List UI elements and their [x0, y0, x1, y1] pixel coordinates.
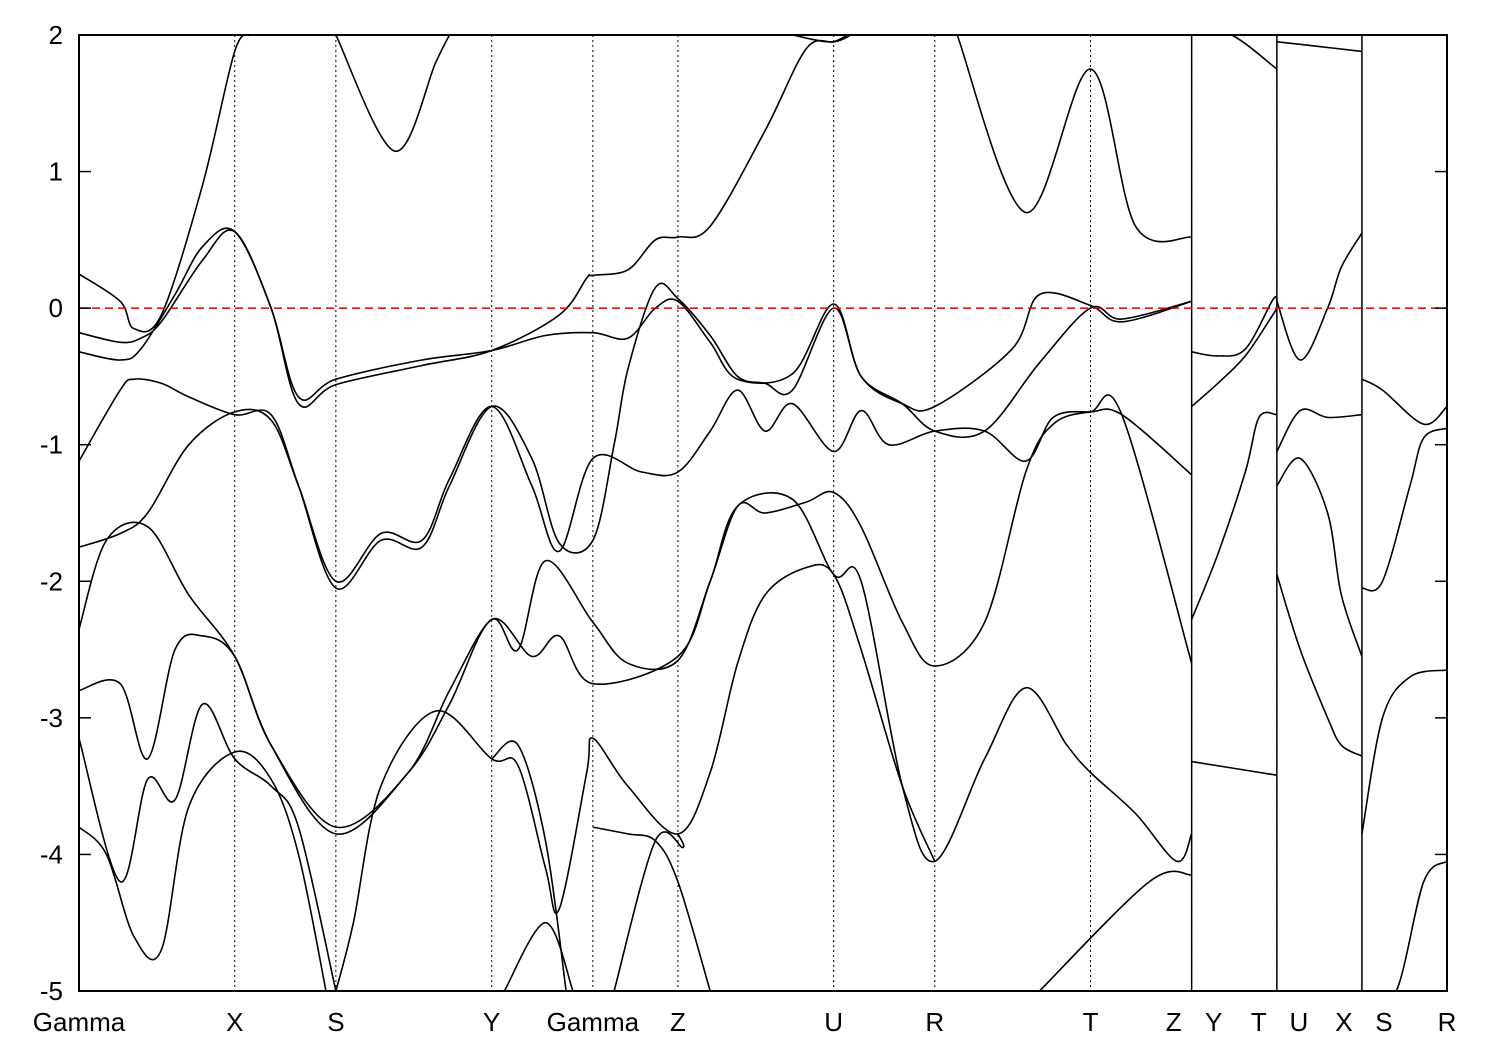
y-tick-label: 1 — [49, 157, 63, 187]
band-line-25 — [1276, 408, 1362, 452]
x-tick-label: Y — [483, 1007, 500, 1037]
band-line-21 — [1190, 411, 1278, 620]
y-tick-label: 2 — [49, 20, 63, 50]
y-tick-label: -1 — [40, 430, 63, 460]
band-line-13 — [592, 826, 711, 991]
band-line-24 — [1276, 232, 1363, 361]
band-line-1 — [79, 35, 252, 333]
band-line-16 — [792, 35, 853, 43]
band-line-11 — [491, 740, 567, 991]
x-tick-label: Z — [670, 1007, 686, 1037]
x-tick-label: Z — [1166, 1007, 1182, 1037]
band-line-3 — [79, 35, 848, 408]
x-tick-label: X — [226, 1007, 243, 1037]
y-tick-label: 0 — [49, 293, 63, 323]
x-tick-label: U — [824, 1007, 843, 1037]
x-tick-label: U — [1289, 1007, 1308, 1037]
y-tick-label: -4 — [40, 839, 63, 869]
x-tick-label: X — [1335, 1007, 1352, 1037]
x-tick-label: T — [1251, 1007, 1267, 1037]
band-line-5 — [79, 389, 1193, 583]
x-tick-label: Gamma — [547, 1007, 640, 1037]
band-lines — [79, 35, 1447, 991]
band-line-23 — [1229, 35, 1278, 70]
x-tick-label: T — [1083, 1007, 1099, 1037]
band-line-31 — [1361, 669, 1447, 835]
band-line-19 — [1191, 295, 1278, 357]
band-line-17 — [956, 35, 1192, 243]
band-line-20 — [1191, 307, 1278, 408]
band-line-12 — [503, 921, 574, 991]
band-line-22 — [1191, 760, 1278, 776]
y-tick-label: -2 — [40, 566, 63, 596]
x-tick-label: R — [925, 1007, 944, 1037]
band-line-15 — [1038, 870, 1192, 991]
band-line-9 — [79, 750, 327, 991]
band-line-6 — [79, 394, 1193, 829]
band-line-26 — [1276, 457, 1363, 657]
x-tick-label: Y — [1205, 1007, 1222, 1037]
band-line-7 — [79, 492, 1193, 863]
band-line-10 — [335, 563, 936, 991]
band-line-2 — [79, 229, 1192, 412]
y-tick-label: -3 — [40, 703, 63, 733]
band-line-30 — [1361, 427, 1447, 592]
band-line-28 — [1276, 41, 1362, 53]
grid-lines — [234, 35, 1363, 991]
x-tick-label: Gamma — [33, 1007, 126, 1037]
plot-frame — [78, 34, 1448, 992]
band-line-18 — [335, 35, 451, 152]
x-tick-label: R — [1438, 1007, 1457, 1037]
band-line-32 — [1368, 860, 1447, 991]
y-tick-label: -5 — [40, 976, 63, 1006]
x-tick-label: S — [1375, 1007, 1392, 1037]
band-line-27 — [1276, 574, 1363, 757]
band-line-4 — [79, 282, 1192, 590]
x-tick-label: S — [327, 1007, 344, 1037]
band-line-8 — [79, 703, 337, 991]
band-line-29 — [1361, 378, 1447, 426]
band-line-14 — [613, 831, 685, 991]
